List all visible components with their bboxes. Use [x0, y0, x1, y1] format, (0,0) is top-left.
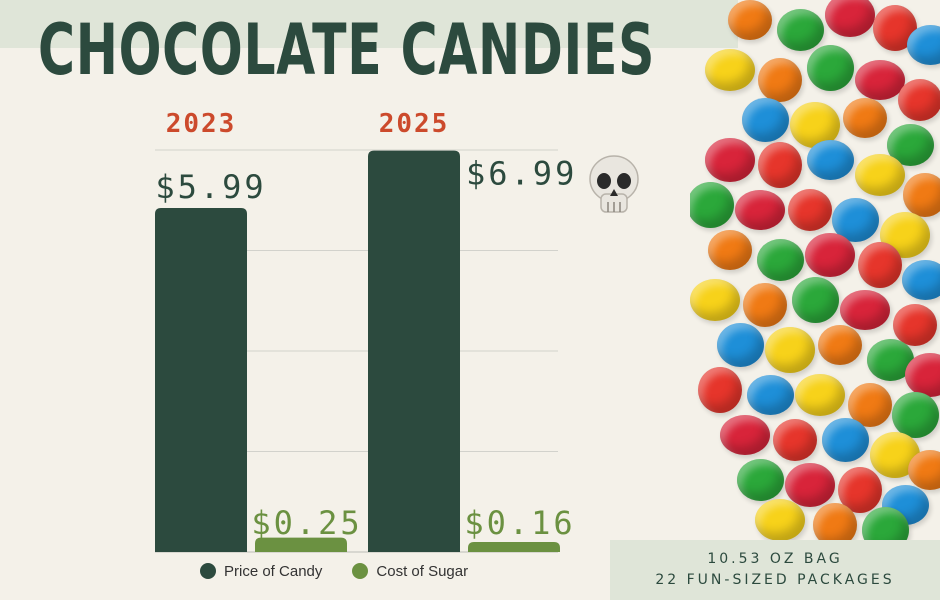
data-label: $5.99 [155, 168, 266, 206]
candy-piece [765, 327, 815, 373]
candy-piece [908, 450, 940, 490]
candy-piece [756, 239, 804, 281]
legend-dot-icon [200, 563, 216, 579]
candy-piece [903, 173, 940, 217]
candy-piece [840, 290, 890, 330]
year-label-2023: 2023 [166, 109, 237, 139]
candy-piece [858, 242, 902, 288]
candy-piece [705, 49, 755, 91]
candy-piece [893, 304, 937, 346]
candy-piece [906, 25, 940, 65]
candy-piece [898, 79, 940, 121]
candy-piece [708, 230, 752, 270]
candy-piece [891, 392, 939, 438]
candy-piece [788, 189, 832, 231]
legend-dot-icon [352, 563, 369, 579]
page-title: CHOCOLATE CANDIES [38, 9, 656, 91]
candy-piece [795, 374, 845, 416]
legend-label: Price of Candy [224, 562, 323, 580]
legend-item-price: Price of Candy [200, 563, 322, 580]
legend-label: Cost of Sugar [376, 562, 469, 580]
candy-piece [773, 419, 817, 461]
package-count-text: 22 FUN-SIZED PACKAGES [655, 572, 895, 588]
candy-piece [690, 182, 734, 228]
candy-piece [905, 353, 940, 397]
candy-piece [806, 140, 854, 180]
candy-piece [690, 279, 740, 321]
candy-piece [716, 323, 764, 367]
bag-size-text: 10.53 OZ BAG [707, 551, 843, 567]
candy-piece [825, 0, 875, 37]
bar-sugar-2023 [255, 537, 347, 552]
year-label-2025: 2025 [379, 109, 450, 139]
bar-price-2023 [155, 208, 247, 552]
candy-piece [758, 142, 802, 188]
candy-piece [791, 277, 839, 323]
data-label: $0.16 [464, 504, 575, 542]
candy-piece [855, 154, 905, 196]
candy-piece [818, 325, 862, 365]
candy-piece [758, 58, 802, 102]
candy-piece [728, 0, 772, 40]
info-box: 10.53 OZ BAG 22 FUN-SIZED PACKAGES [610, 540, 940, 600]
candy-photo [690, 0, 940, 600]
data-label: $0.25 [251, 504, 362, 542]
candy-piece [720, 415, 770, 455]
candy-piece [855, 60, 905, 100]
candy-piece [736, 459, 784, 501]
bars [155, 150, 560, 552]
chart-legend: Price of Candy Cost of Sugar [200, 560, 468, 582]
candy-piece [746, 375, 794, 415]
bar-labels: 2023 $5.99 $0.25 2025 $6.99 $0.16 [155, 109, 577, 542]
candy-piece [741, 98, 789, 142]
candy-piece [813, 503, 857, 547]
candy-piece [776, 9, 824, 51]
candy-piece [843, 98, 887, 138]
candy-piece [735, 190, 785, 230]
title-band [0, 0, 738, 48]
candy-piece [698, 367, 742, 413]
candy-piece [785, 463, 835, 507]
data-label: $6.99 [466, 155, 577, 193]
candy-piece [901, 260, 940, 300]
legend-item-sugar: Cost of Sugar [352, 563, 468, 580]
skull-icon [589, 155, 639, 213]
candy-piece [755, 499, 805, 541]
candy-piece [743, 283, 787, 327]
candy-piece [821, 418, 869, 462]
bar-sugar-2025 [468, 542, 560, 552]
candy-piece [806, 45, 854, 91]
candy-piece [805, 233, 855, 277]
candy-piece [705, 138, 755, 182]
bar-price-2025 [368, 150, 460, 552]
